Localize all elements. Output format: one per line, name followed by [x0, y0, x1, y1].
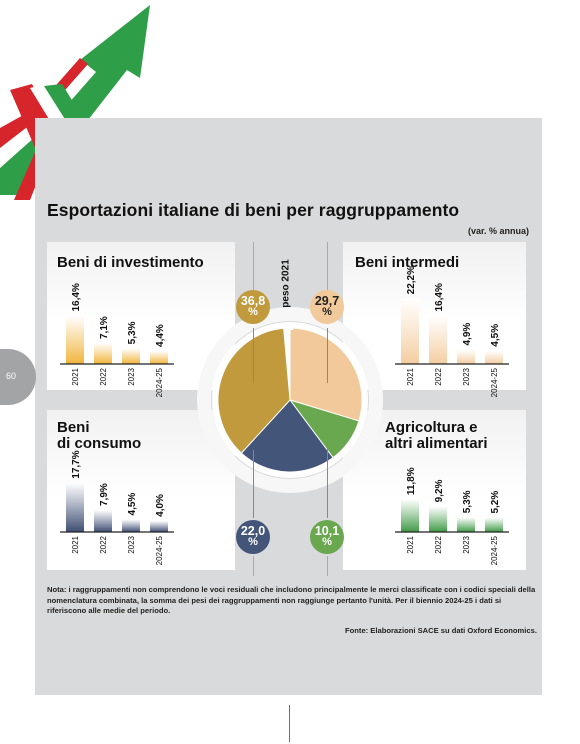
chart-source: Fonte: Elaborazioni SACE su dati Oxford … [345, 626, 537, 635]
bar-label-consumo-2024-25: 4,0% [155, 494, 166, 517]
tick-label-agricoltura-2021: 2021 [406, 535, 415, 553]
bar-consumo-2021 [66, 482, 84, 532]
leader-line-investimento-arc [253, 328, 254, 383]
bar-label-intermedi-2023: 4,9% [462, 323, 473, 346]
bar-label-agricoltura-2022: 9,2% [434, 479, 445, 502]
tick-label-investimento-2023: 2023 [127, 367, 136, 385]
pie-center-label: peso 2021 [276, 258, 296, 318]
bar-label-agricoltura-2024-25: 5,2% [490, 491, 501, 514]
pie-slice-investimento [217, 327, 291, 454]
card-title-consumo-line2: di consumo [57, 435, 142, 452]
weight-value-agricoltura: 10,1 [314, 524, 340, 538]
card-title-agricoltura-line1: Agricoltura e [385, 419, 478, 436]
weight-value-intermedi: 29,7 [314, 294, 340, 308]
tick-label-intermedi-2021: 2021 [406, 367, 415, 385]
pie-slice-intermedi [289, 327, 363, 422]
weight-unit-consumo: % [248, 536, 258, 548]
bar-agricoltura-2021 [401, 499, 419, 532]
bar-chart-consumo: 17,7% 2021 7,9% 2022 4,5% 2023 4,0% 2024-25 [60, 450, 174, 565]
bar-consumo-2024-25 [150, 520, 168, 532]
tick-label-intermedi-2023: 2023 [462, 367, 471, 385]
bar-intermedi-2022 [429, 315, 447, 364]
weight-badge-intermedi: 29,7 % [310, 290, 344, 324]
bar-label-investimento-2023: 5,3% [127, 321, 138, 344]
chart-title: Esportazioni italiane di beni per raggru… [47, 200, 460, 220]
bar-consumo-2023 [122, 519, 140, 532]
leader-line-agricoltura-bottom [327, 556, 328, 576]
bar-chart-agricoltura: 11,8% 2021 9,2% 2022 5,3% 2023 5,2% 2024-25 [395, 467, 509, 565]
tick-label-consumo-2021: 2021 [71, 535, 80, 553]
bar-investimento-2024-25 [150, 350, 168, 364]
tick-label-agricoltura-2024-25: 2024-25 [490, 535, 499, 565]
bar-investimento-2023 [122, 348, 140, 364]
pie-gap [287, 327, 293, 330]
pie-slice-consumo [240, 399, 334, 473]
leader-line-investimento [253, 242, 254, 290]
page-number: 60 [6, 371, 17, 381]
card-title-agricoltura: Agricoltura e altri alimentari [385, 420, 488, 452]
tick-label-intermedi-2024-25: 2024-25 [490, 367, 499, 397]
tick-label-intermedi-2022: 2022 [434, 367, 443, 385]
card-title-intermedi: Beni intermedi [355, 254, 460, 271]
bar-label-agricoltura-2021: 11,8% [406, 467, 417, 495]
tick-label-investimento-2021: 2021 [71, 367, 80, 385]
card-title-consumo: Beni di consumo [57, 420, 141, 452]
weight-unit-investimento: % [248, 306, 258, 318]
bar-agricoltura-2022 [429, 506, 447, 532]
bar-label-agricoltura-2023: 5,3% [462, 490, 473, 513]
bar-consumo-2022 [94, 510, 112, 532]
bar-label-investimento-2024-25: 4,4% [155, 324, 166, 347]
bar-label-investimento-2022: 7,1% [99, 316, 110, 339]
pie-chart-weights [197, 307, 383, 493]
bar-label-intermedi-2021: 22,2% [406, 266, 417, 294]
divider-line [289, 705, 290, 742]
page-number-tab: 60 [0, 349, 36, 405]
bar-chart-investimento: 16,4% 2021 7,1% 2022 5,3% 2023 4,4% 2024-25 [60, 283, 174, 397]
tick-label-agricoltura-2022: 2022 [434, 535, 443, 553]
card-title-investimento: Beni di investimento [57, 254, 204, 271]
bar-investimento-2022 [94, 343, 112, 364]
leader-line-intermedi-arc [327, 328, 328, 383]
card-title-consumo-line1: Beni [57, 419, 90, 436]
bar-intermedi-2024-25 [485, 350, 503, 364]
tick-label-consumo-2023: 2023 [127, 535, 136, 553]
weight-unit-agricoltura: % [322, 536, 332, 548]
tick-label-investimento-2024-25: 2024-25 [155, 367, 164, 397]
bar-label-consumo-2022: 7,9% [99, 483, 110, 506]
bar-label-consumo-2021: 17,7% [71, 450, 82, 478]
weight-value-investimento: 36,8 [240, 294, 266, 308]
bar-label-intermedi-2024-25: 4,5% [490, 324, 501, 347]
bar-agricoltura-2024-25 [485, 517, 503, 532]
chart-subtitle: (var. % annua) [468, 226, 530, 236]
bar-label-consumo-2023: 4,5% [127, 493, 138, 516]
leader-line-agricoltura [327, 440, 328, 518]
weight-value-consumo: 22,0 [240, 524, 266, 538]
bar-intermedi-2021 [401, 298, 419, 364]
tick-label-agricoltura-2023: 2023 [462, 535, 471, 553]
leader-line-consumo [253, 450, 254, 518]
bar-chart-intermedi: 22,2% 2021 16,4% 2022 4,9% 2023 4,5% 2024-25 [395, 266, 509, 397]
card-title-agricoltura-line2: altri alimentari [385, 435, 488, 452]
leader-line-intermedi [327, 242, 328, 290]
tick-label-investimento-2022: 2022 [99, 367, 108, 385]
bar-intermedi-2023 [457, 349, 475, 364]
tick-label-consumo-2024-25: 2024-25 [155, 535, 164, 565]
pie-outer-ring [197, 307, 383, 493]
bar-investimento-2021 [66, 315, 84, 364]
weight-badge-agricoltura: 10,1 % [310, 520, 344, 554]
pie-center-label-text: peso 2021 [280, 259, 292, 308]
bar-label-intermedi-2022: 16,4% [434, 283, 445, 311]
tick-label-consumo-2022: 2022 [99, 535, 108, 553]
bar-agricoltura-2023 [457, 517, 475, 532]
leader-line-consumo-bottom [253, 556, 254, 576]
weight-unit-intermedi: % [322, 306, 332, 318]
weight-badge-investimento: 36,8 % [236, 290, 270, 324]
chart-note: Nota: i raggruppamenti non comprendono l… [47, 585, 536, 615]
weight-badge-consumo: 22,0 % [236, 520, 270, 554]
bar-label-investimento-2021: 16,4% [71, 283, 82, 311]
